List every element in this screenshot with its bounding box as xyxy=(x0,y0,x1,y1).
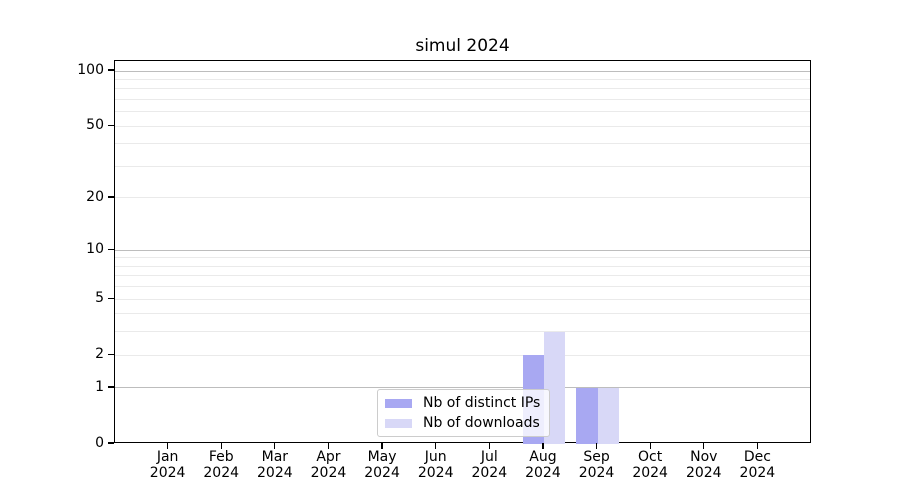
minor-gridline xyxy=(115,165,810,167)
y-tick-mark xyxy=(108,353,114,355)
minor-gridline xyxy=(115,313,810,315)
bar-sep-series0 xyxy=(576,387,598,444)
y-tick-mark xyxy=(108,69,114,71)
x-tick-mark xyxy=(274,443,276,449)
legend-label: Nb of distinct IPs xyxy=(423,395,541,411)
minor-gridline xyxy=(115,257,810,259)
legend-swatch xyxy=(385,398,412,408)
x-tick-mark xyxy=(327,443,330,449)
minor-gridline xyxy=(115,88,810,90)
x-tick-label: Jun 2024 xyxy=(417,449,454,481)
minor-gridline xyxy=(115,78,810,80)
minor-gridline xyxy=(115,286,810,288)
y-tick-label: 0 xyxy=(95,435,104,451)
x-tick-label: Jul 2024 xyxy=(471,449,508,481)
legend-row: Nb of downloads xyxy=(385,415,540,431)
minor-gridline xyxy=(115,111,810,113)
x-tick-mark xyxy=(703,443,705,449)
major-gridline xyxy=(115,387,810,389)
minor-gridline xyxy=(115,98,810,100)
plot-area xyxy=(114,60,811,444)
legend-swatch xyxy=(385,418,412,428)
y-tick-label: 10 xyxy=(86,241,104,258)
x-tick-label: Oct 2024 xyxy=(632,449,668,481)
x-tick-mark xyxy=(167,443,169,449)
y-tick-label: 50 xyxy=(86,117,104,134)
minor-gridline xyxy=(115,298,810,300)
legend-label: Nb of downloads xyxy=(423,415,540,431)
x-tick-label: Apr 2024 xyxy=(310,449,347,481)
x-tick-label: Nov 2024 xyxy=(685,449,722,481)
x-tick-label: Sep 2024 xyxy=(578,449,615,481)
minor-gridline xyxy=(115,354,810,356)
y-tick-label: 1 xyxy=(95,378,104,395)
x-tick-mark xyxy=(756,443,758,449)
minor-gridline xyxy=(115,265,810,267)
legend-row: Nb of distinct IPs xyxy=(385,395,540,411)
x-tick-mark xyxy=(542,443,544,449)
y-tick-label: 20 xyxy=(86,188,104,205)
y-tick-mark xyxy=(108,386,114,388)
y-tick-label: 5 xyxy=(95,290,104,307)
bar-sep-series1 xyxy=(597,387,619,444)
legend: Nb of distinct IPs Nb of downloads xyxy=(377,389,551,437)
x-tick-mark xyxy=(435,443,437,449)
y-tick-label: 100 xyxy=(77,62,104,78)
x-tick-label: Feb 2024 xyxy=(203,449,240,481)
x-tick-mark xyxy=(595,443,598,449)
chart-title: simul 2024 xyxy=(415,36,510,56)
x-tick-label: Jan 2024 xyxy=(149,449,186,481)
minor-gridline xyxy=(115,331,810,333)
y-tick-mark xyxy=(108,196,114,198)
x-tick-mark xyxy=(649,443,651,449)
minor-gridline xyxy=(115,275,810,277)
x-tick-label: Dec 2024 xyxy=(739,449,776,481)
major-gridline xyxy=(115,249,810,251)
y-tick-mark xyxy=(108,124,114,126)
x-tick-mark xyxy=(381,443,383,449)
minor-gridline xyxy=(115,125,810,127)
y-tick-label: 2 xyxy=(95,346,104,363)
x-tick-label: May 2024 xyxy=(364,449,400,481)
y-tick-mark xyxy=(108,442,114,444)
x-tick-mark xyxy=(220,443,222,449)
x-tick-mark xyxy=(488,443,490,449)
y-tick-mark xyxy=(108,248,114,250)
minor-gridline xyxy=(115,197,810,199)
minor-gridline xyxy=(115,143,810,145)
x-tick-label: Mar 2024 xyxy=(257,449,293,481)
major-gridline xyxy=(115,70,810,72)
y-tick-mark xyxy=(108,297,114,299)
x-tick-label: Aug 2024 xyxy=(525,449,561,481)
